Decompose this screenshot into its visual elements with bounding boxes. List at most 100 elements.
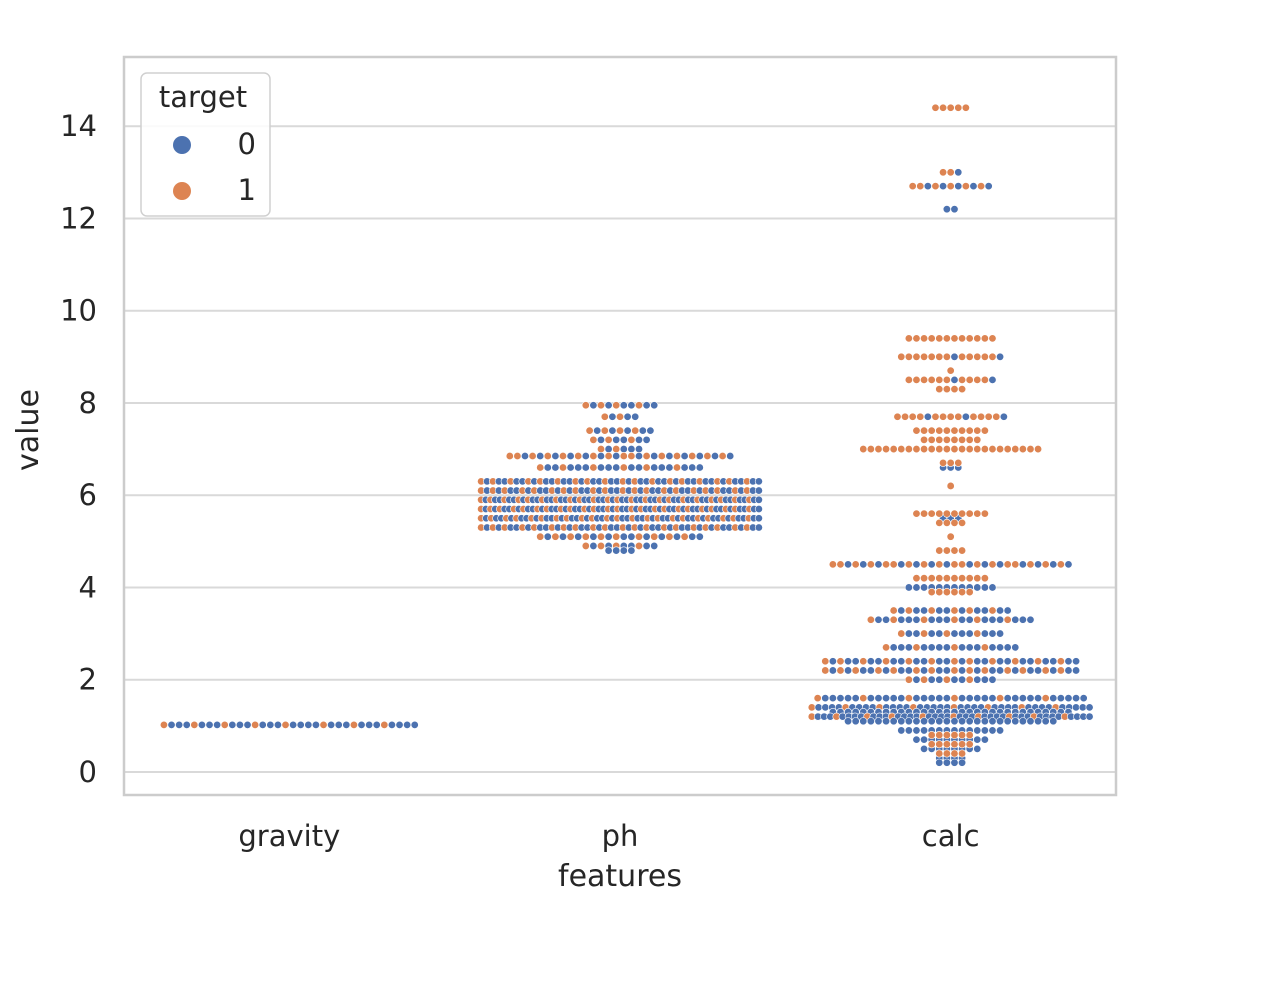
point-calc-target-0 <box>923 412 932 421</box>
point-calc-target-0 <box>935 758 944 767</box>
point-calc-target-0 <box>882 717 891 726</box>
point-calc-target-0 <box>897 657 906 666</box>
point-calc-target-0 <box>1049 560 1058 569</box>
point-calc-target-0 <box>965 629 974 638</box>
point-calc-target-0 <box>935 675 944 684</box>
point-calc-target-0 <box>1011 615 1020 624</box>
point-calc-target-0 <box>965 560 974 569</box>
point-calc-target-0 <box>912 735 921 744</box>
point-ph-target-1 <box>604 451 613 460</box>
point-calc-target-1 <box>927 375 936 384</box>
point-calc-target-0 <box>980 694 989 703</box>
point-calc-target-0 <box>1003 606 1012 615</box>
point-ph-target-1 <box>596 541 605 550</box>
point-calc-target-1 <box>889 560 898 569</box>
point-calc-target-1 <box>980 375 989 384</box>
legend-title: target <box>159 80 247 114</box>
point-calc-target-1 <box>958 588 967 597</box>
point-ph-target-0 <box>619 546 628 555</box>
point-calc-target-0 <box>999 412 1008 421</box>
point-calc-target-0 <box>912 726 921 735</box>
point-calc-target-0 <box>996 560 1005 569</box>
point-calc-target-0 <box>942 560 951 569</box>
point-calc-target-1 <box>935 334 944 343</box>
point-ph-target-0 <box>695 451 704 460</box>
point-gravity-target-0 <box>372 720 381 729</box>
point-calc-target-0 <box>996 666 1005 675</box>
point-calc-target-1 <box>965 666 974 675</box>
point-ph-target-1 <box>619 451 628 460</box>
point-gravity-target-0 <box>387 720 396 729</box>
point-gravity-target-0 <box>365 720 374 729</box>
point-calc-target-0 <box>973 643 982 652</box>
point-calc-target-0 <box>942 717 951 726</box>
point-calc-target-0 <box>996 717 1005 726</box>
point-calc-target-0 <box>920 717 929 726</box>
point-calc-target-1 <box>927 445 936 454</box>
point-calc-target-0 <box>927 675 936 684</box>
point-calc-target-1 <box>935 435 944 444</box>
point-calc-target-1 <box>904 560 913 569</box>
point-calc-target-1 <box>904 445 913 454</box>
point-calc-target-0 <box>859 560 868 569</box>
point-calc-target-1 <box>1034 445 1043 454</box>
point-calc-target-0 <box>927 560 936 569</box>
point-calc-target-1 <box>920 375 929 384</box>
point-calc-target-0 <box>904 726 913 735</box>
point-calc-target-0 <box>988 675 997 684</box>
point-calc-target-1 <box>935 509 944 518</box>
point-calc-target-1 <box>942 426 951 435</box>
point-calc-target-1 <box>935 352 944 361</box>
point-calc-target-1 <box>973 352 982 361</box>
point-calc-target-1 <box>859 694 868 703</box>
point-calc-target-1 <box>866 560 875 569</box>
y-tick-label: 14 <box>60 109 97 143</box>
point-calc-target-1 <box>950 445 959 454</box>
point-ph-target-0 <box>631 412 640 421</box>
y-tick-label: 4 <box>79 570 97 604</box>
point-calc-target-1 <box>958 731 967 740</box>
point-calc-target-1 <box>958 352 967 361</box>
point-calc-target-1 <box>965 334 974 343</box>
point-calc-target-1 <box>988 352 997 361</box>
point-calc-target-0 <box>1072 666 1081 675</box>
point-calc-target-1 <box>950 749 959 758</box>
point-calc-target-0 <box>904 615 913 624</box>
point-ph-target-1 <box>627 435 636 444</box>
point-calc-target-1 <box>984 412 993 421</box>
point-calc-target-0 <box>1072 657 1081 666</box>
point-calc-target-0 <box>973 666 982 675</box>
point-calc-target-0 <box>958 675 967 684</box>
point-gravity-target-0 <box>403 720 412 729</box>
point-calc-target-1 <box>950 435 959 444</box>
point-calc-target-1 <box>908 182 917 191</box>
point-calc-target-1 <box>920 629 929 638</box>
point-ph-target-0 <box>558 532 567 541</box>
point-ph-target-1 <box>566 532 575 541</box>
point-ph-target-0 <box>680 463 689 472</box>
point-gravity-target-0 <box>167 720 176 729</box>
point-calc-target-0 <box>1034 666 1043 675</box>
point-calc-target-1 <box>946 182 955 191</box>
point-calc-target-0 <box>942 643 951 652</box>
point-gravity-target-0 <box>289 720 298 729</box>
point-ph-target-1 <box>581 532 590 541</box>
point-ph-target-0 <box>650 463 659 472</box>
point-ph-target-1 <box>589 451 598 460</box>
point-calc-target-0 <box>980 657 989 666</box>
point-ph-target-0 <box>604 463 613 472</box>
point-ph-target-0 <box>536 451 545 460</box>
point-calc-target-1 <box>969 412 978 421</box>
point-calc-target-1 <box>935 546 944 555</box>
legend-label-0: 0 <box>238 127 256 161</box>
y-tick-label: 2 <box>79 663 97 697</box>
point-calc-target-0 <box>980 675 989 684</box>
point-calc-target-1 <box>935 740 944 749</box>
point-calc-target-0 <box>973 726 982 735</box>
point-calc-target-0 <box>988 643 997 652</box>
point-calc-target-1 <box>1041 666 1050 675</box>
point-calc-target-0 <box>897 666 906 675</box>
point-ph-target-0 <box>634 435 643 444</box>
point-ph-target-0 <box>520 451 529 460</box>
point-ph-target-1 <box>600 426 609 435</box>
